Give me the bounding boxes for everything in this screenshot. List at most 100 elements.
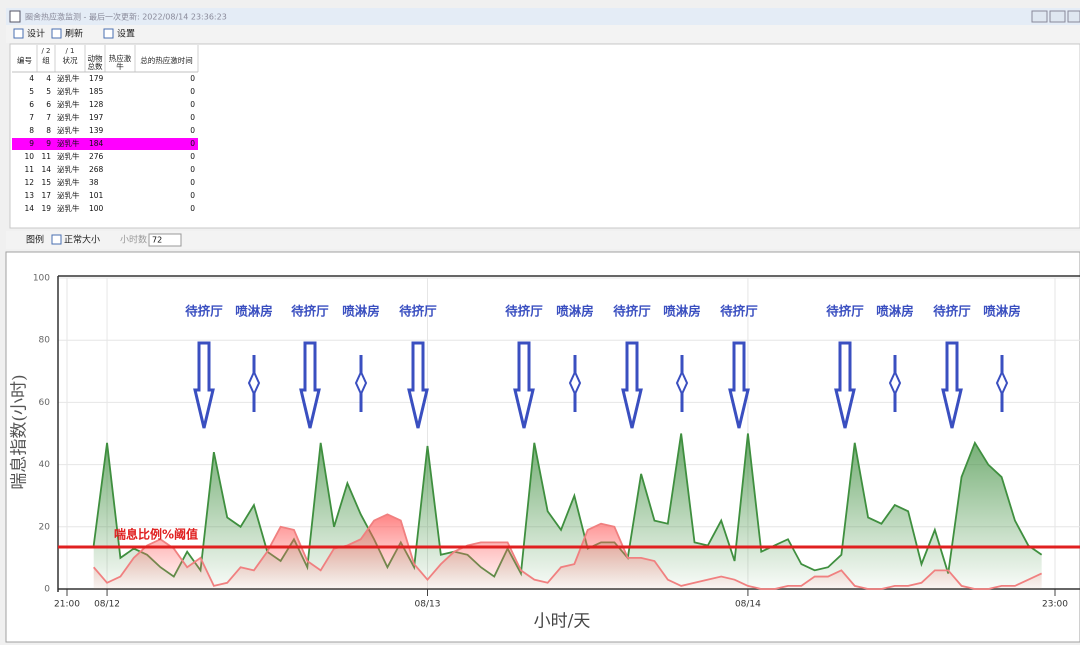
area (93, 514, 1042, 589)
table-cell[interactable]: 0 (190, 165, 195, 174)
table-cell[interactable]: 0 (190, 191, 195, 200)
table-cell[interactable]: 泌乳牛 (57, 138, 80, 148)
chart-toolbar (6, 231, 1080, 249)
column-header[interactable]: 状况 (63, 55, 78, 65)
down-arrow (728, 341, 750, 429)
table-cell[interactable]: 128 (89, 100, 104, 109)
table-cell[interactable]: 17 (41, 191, 51, 200)
line (92, 433, 1043, 578)
table-cell[interactable]: 197 (89, 113, 104, 122)
table-cell[interactable]: 5 (46, 87, 51, 96)
table-cell[interactable]: 4 (29, 74, 34, 83)
table-cell[interactable]: 9 (46, 139, 51, 148)
annotation-label: 喷淋房 (556, 304, 594, 319)
hours-value[interactable]: 72 (152, 236, 162, 245)
legend-button[interactable]: 图例 (26, 234, 44, 246)
column-header[interactable]: 热应激 (109, 53, 132, 63)
table-cell[interactable]: 泌乳牛 (57, 86, 80, 96)
column-header[interactable]: 编号 (17, 55, 32, 65)
table-cell[interactable]: 13 (24, 191, 34, 200)
table-cell[interactable]: 0 (190, 152, 195, 161)
y-tick-label: 40 (39, 460, 51, 470)
table-cell[interactable]: 0 (190, 87, 195, 96)
annotation-label: 喷淋房 (235, 304, 273, 319)
normal-size-button[interactable]: 正常大小 (64, 234, 100, 246)
toolbar-button[interactable]: 设置 (117, 29, 135, 40)
table-cell[interactable]: 14 (41, 165, 51, 174)
maximize-button[interactable] (1049, 10, 1066, 23)
column-header[interactable]: 组 (42, 55, 50, 65)
table-cell[interactable]: 6 (29, 100, 34, 109)
annotation-label: 待挤厅 (185, 304, 223, 319)
area (93, 433, 1042, 589)
table-cell[interactable]: 泌乳牛 (57, 190, 80, 200)
y-tick-label: 100 (33, 274, 50, 284)
table-cell[interactable]: 泌乳牛 (57, 177, 80, 187)
table-cell[interactable]: 5 (29, 87, 34, 96)
table-cell[interactable]: 泌乳牛 (57, 73, 80, 83)
table-cell[interactable]: 4 (46, 74, 51, 83)
toolbar-icon[interactable] (103, 28, 114, 39)
table-cell[interactable]: 19 (41, 204, 51, 213)
table-cell[interactable]: 0 (190, 139, 195, 148)
table-cell[interactable]: 179 (89, 74, 104, 83)
table-cell[interactable]: 7 (46, 113, 51, 122)
toolbar-icon[interactable] (51, 28, 62, 39)
down-arrow (407, 341, 429, 429)
y-tick-label: 60 (39, 398, 51, 408)
table-cell[interactable]: 9 (29, 139, 34, 148)
table-cell[interactable]: 泌乳牛 (57, 203, 80, 213)
hours-dropdown[interactable] (148, 233, 182, 247)
table-cell[interactable]: 101 (89, 191, 104, 200)
table-cell[interactable]: 38 (89, 178, 99, 187)
x-tick-label: 23:00 (1042, 600, 1068, 610)
column-header[interactable]: 总的热应激时间 (140, 55, 193, 65)
minimize-button[interactable] (1031, 10, 1048, 23)
table-cell[interactable]: 8 (46, 126, 51, 135)
table-cell[interactable]: 泌乳牛 (57, 99, 80, 109)
toolbar-button[interactable]: 设计 (27, 28, 45, 40)
table-cell[interactable]: 0 (190, 74, 195, 83)
table-cell[interactable]: 276 (89, 152, 104, 161)
table-cell[interactable]: 7 (29, 113, 34, 122)
size-icon[interactable] (51, 234, 62, 245)
window-icon (9, 10, 21, 23)
annotation-label: 待挤厅 (399, 304, 437, 319)
annotation-label: 喷淋房 (663, 304, 701, 319)
table-cell[interactable]: 泌乳牛 (57, 164, 80, 174)
table-cell[interactable]: 泌乳牛 (57, 125, 80, 135)
table-cell[interactable]: 15 (41, 178, 51, 187)
table-cell[interactable]: 185 (89, 87, 104, 96)
table-cell[interactable]: 12 (24, 178, 34, 187)
table-cell[interactable]: 泌乳牛 (57, 112, 80, 122)
table-cell[interactable]: 8 (29, 126, 34, 135)
table-cell[interactable]: 10 (24, 152, 34, 161)
table-cell[interactable]: 6 (46, 100, 51, 109)
table-cell[interactable]: 0 (190, 126, 195, 135)
x-tick-label: 08/13 (415, 600, 441, 610)
down-arrow (193, 341, 215, 429)
close-button[interactable] (1067, 10, 1080, 23)
table-cell[interactable]: 11 (24, 165, 34, 174)
table-cell[interactable]: 100 (89, 204, 104, 213)
table-cell[interactable]: 268 (89, 165, 104, 174)
toolbar-button[interactable]: 刷新 (65, 28, 83, 40)
table-cell[interactable]: 0 (190, 204, 195, 213)
table-cell[interactable]: 14 (24, 204, 34, 213)
table-cell[interactable]: 0 (190, 178, 195, 187)
table-cell[interactable]: 0 (190, 113, 195, 122)
table-cell[interactable]: 0 (190, 100, 195, 109)
column-header[interactable]: 牛 (116, 61, 124, 71)
column-header[interactable]: 总数 (88, 61, 103, 71)
table-panel (9, 43, 1080, 229)
toolbar-icon[interactable] (13, 28, 24, 39)
hours-label: 小时数 (120, 234, 147, 246)
table-cell[interactable]: 泌乳牛 (57, 151, 80, 161)
table-cell[interactable]: 139 (89, 126, 104, 135)
x-tick-label: 08/14 (735, 600, 761, 610)
column-header[interactable]: 动物 (88, 53, 103, 63)
y-axis-title: 喘息指数(小时) (10, 374, 30, 489)
table-cell[interactable]: 11 (41, 152, 51, 161)
table-cell[interactable]: 184 (89, 139, 104, 148)
